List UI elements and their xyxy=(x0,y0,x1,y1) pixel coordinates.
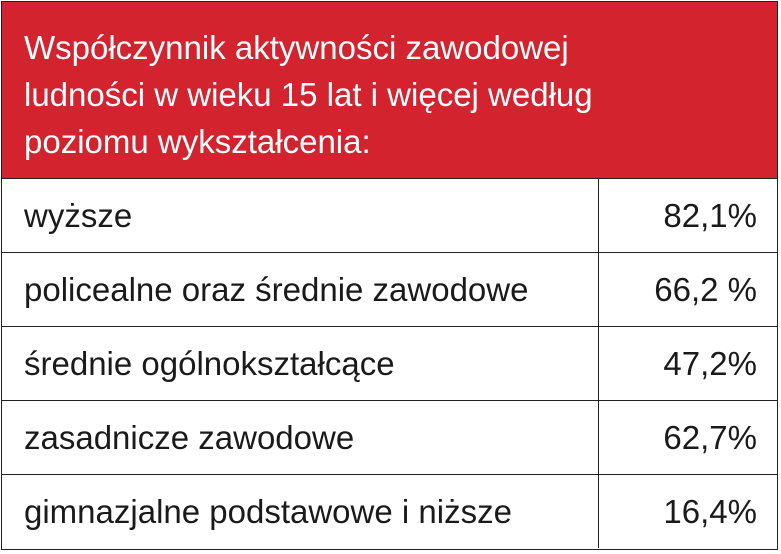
title-line: Współczynnik aktywności zawodowej xyxy=(24,29,569,66)
row-value: 16,4% xyxy=(663,492,757,530)
table-row: policealne oraz średnie zawodowe 66,2 % xyxy=(2,252,777,327)
title-line: ludności w wieku 15 lat i więcej według xyxy=(24,76,593,113)
row-label: policealne oraz średnie zawodowe xyxy=(2,252,599,327)
row-value: 62,7% xyxy=(598,400,777,475)
row-label: zasadnicze zawodowe xyxy=(2,400,599,475)
data-table: wyższe 82,1% policealne oraz średnie zawod… xyxy=(2,179,777,548)
table-row: wyższe 82,1% xyxy=(2,179,777,253)
row-value: 66,2 % xyxy=(598,252,777,327)
table-row: średnie ogólnokształcące 47,2% xyxy=(2,326,777,401)
row-label: wyższe xyxy=(2,179,599,253)
row-label: średnie ogólnokształcące xyxy=(2,326,599,401)
title-line: poziomu wykształcenia: xyxy=(24,123,371,160)
row-label: gimnazjalne podstawowe i niższe xyxy=(2,474,599,548)
row-value: 82,1% xyxy=(598,179,777,253)
table-row: zasadnicze zawodowe 62,7% xyxy=(2,400,777,475)
header: Współczynnik aktywności zawodowej ludnośc… xyxy=(2,2,777,179)
row-value: 47,2% xyxy=(598,326,777,401)
table-row: gimnazjalne podstawowe i niższe 16,4% xyxy=(2,474,777,548)
